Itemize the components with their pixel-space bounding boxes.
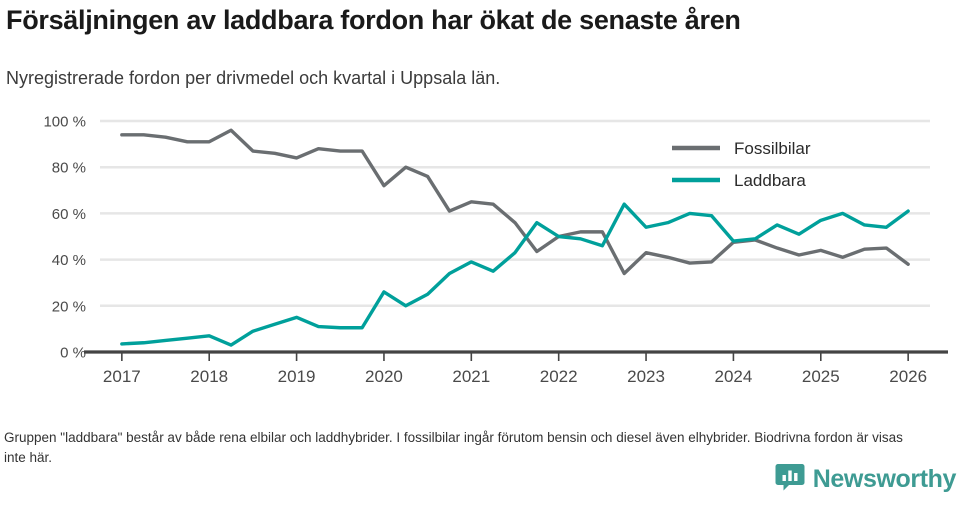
chart-plot-area: 0 % 20 % 40 % 60 % 80 % 100 % 2017 2018 2019 202… <box>0 104 960 394</box>
newsworthy-logo[interactable]: Newsworthy <box>775 462 956 497</box>
gridlines-group <box>100 119 930 308</box>
x-tick-label: 2019 <box>278 367 316 386</box>
y-tick-label: 60 % <box>52 206 86 223</box>
data-series-group <box>120 128 910 347</box>
x-tick-label: 2022 <box>540 367 578 386</box>
y-tick-label: 0 % <box>60 345 86 362</box>
y-tick-label: 40 % <box>52 252 86 269</box>
y-tick-label: 100 % <box>43 114 86 131</box>
logo-text: Newsworthy <box>812 465 957 493</box>
x-tick-label: 2024 <box>715 367 753 386</box>
page-title: Försäljningen av laddbara fordon har öka… <box>6 5 741 35</box>
line-chart-svg: 0 % 20 % 40 % 60 % 80 % 100 % 2017 2018 2019 202… <box>43 114 948 386</box>
y-tick-label: 80 % <box>52 160 86 177</box>
x-axis-tick-marks <box>121 352 909 361</box>
x-tick-label: 2020 <box>365 367 403 386</box>
x-tick-label: 2021 <box>452 367 490 386</box>
legend-label-laddbara: Laddbara <box>734 171 806 190</box>
x-axis-tick-labels: 2017 2018 2019 2020 2021 2022 2023 2024 2025 2026 <box>103 367 927 386</box>
x-tick-label: 2026 <box>889 367 927 386</box>
y-axis-tick-labels: 0 % 20 % 40 % 60 % 80 % 100 % <box>43 114 86 362</box>
x-tick-label: 2025 <box>802 367 840 386</box>
x-tick-label: 2023 <box>627 367 665 386</box>
chart-subtitle: Nyregistrerade fordon per drivmedel och … <box>6 68 501 88</box>
series-line-laddbara <box>120 202 910 347</box>
chart-legend: Fossilbilar Laddbara <box>672 139 811 190</box>
x-tick-label: 2017 <box>103 367 141 386</box>
footnote-text: Gruppen "laddbara" består av både rena e… <box>4 430 903 465</box>
bar-chart-speech-bubble-icon <box>775 462 805 497</box>
y-tick-label: 20 % <box>52 298 86 315</box>
series-line-fossilbilar <box>120 128 910 276</box>
legend-label-fossilbilar: Fossilbilar <box>734 139 811 158</box>
x-tick-label: 2018 <box>190 367 228 386</box>
